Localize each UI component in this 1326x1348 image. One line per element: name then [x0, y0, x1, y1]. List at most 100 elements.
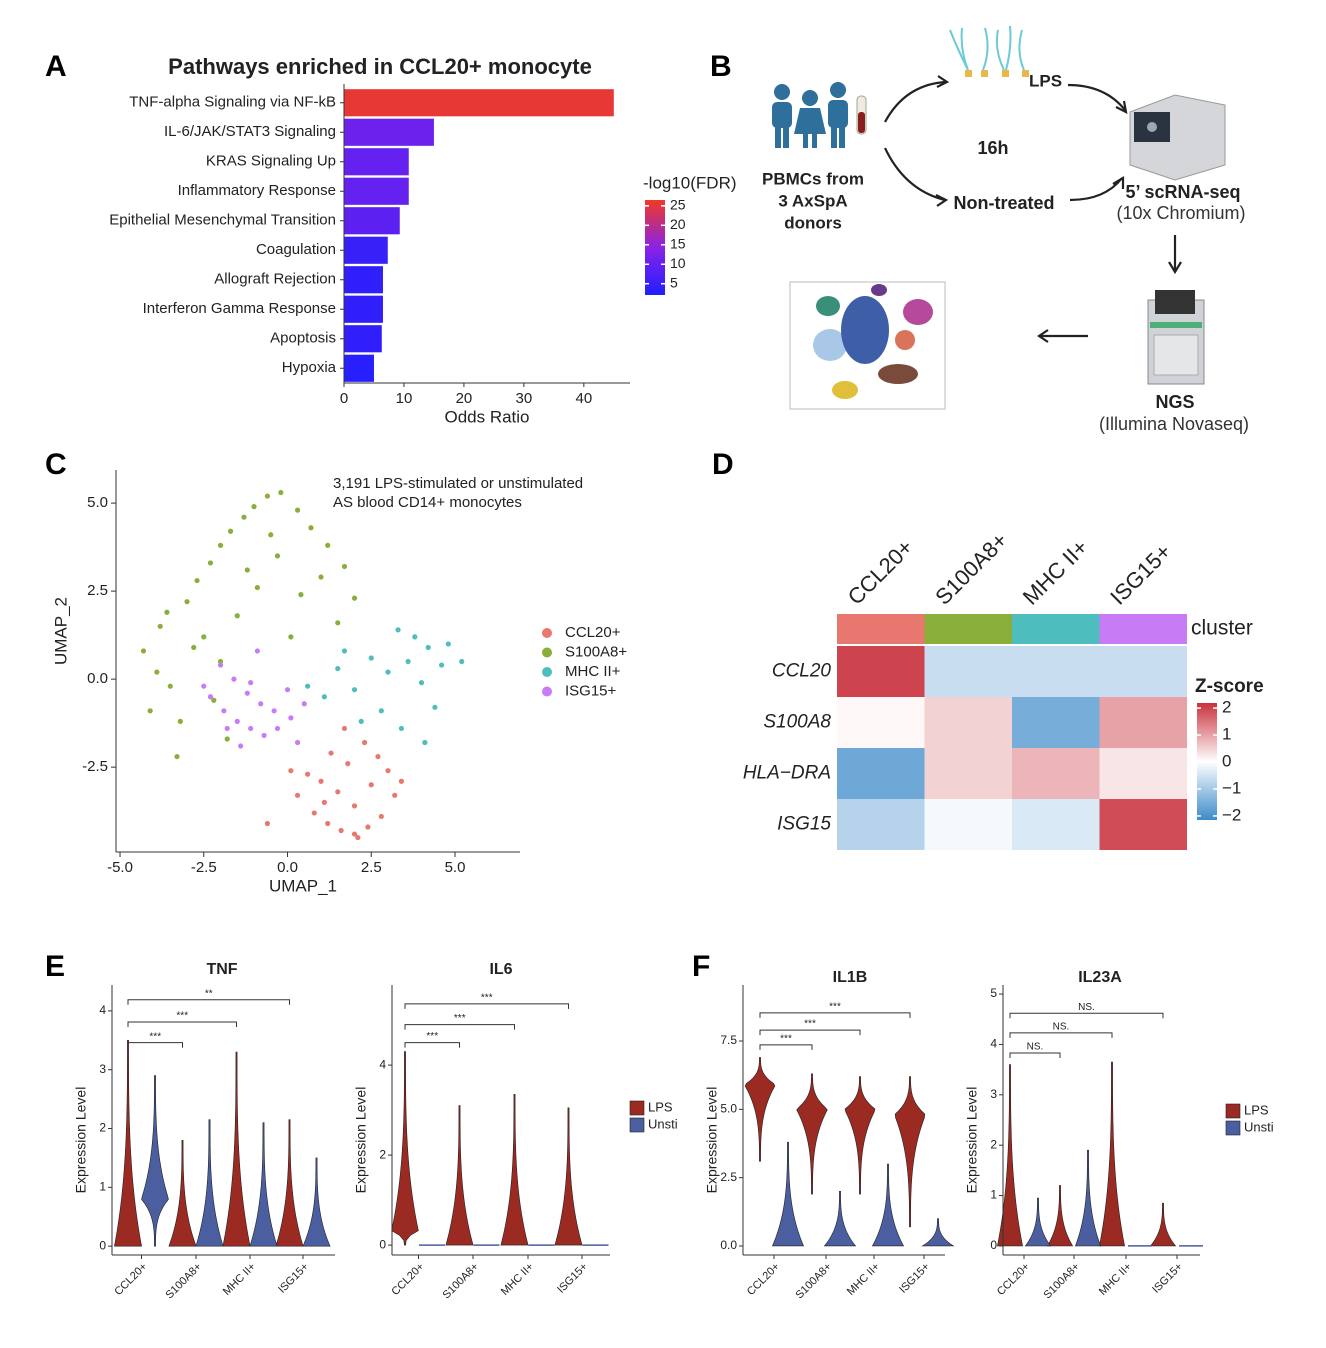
x-tick-label: MHC II+	[499, 1261, 536, 1298]
x-tick-label: 10	[396, 390, 413, 407]
violin	[275, 1119, 304, 1247]
point	[351, 687, 358, 693]
point	[351, 803, 358, 809]
point	[432, 704, 438, 710]
violin	[141, 1075, 169, 1247]
point	[422, 739, 428, 746]
point	[244, 690, 250, 696]
y-tick-label: 2	[379, 1147, 386, 1161]
cell	[1099, 646, 1187, 697]
bar	[344, 354, 374, 382]
violin	[500, 1094, 529, 1246]
ngs-icon	[1147, 290, 1205, 385]
point	[274, 725, 281, 732]
legend-swatch	[542, 628, 552, 638]
point	[201, 634, 207, 640]
column-label: MHC II+	[1018, 534, 1093, 609]
point	[164, 609, 170, 615]
point	[211, 697, 217, 703]
point	[147, 708, 153, 714]
bar	[344, 295, 383, 323]
point	[284, 687, 291, 693]
point	[177, 718, 183, 724]
point	[207, 694, 214, 700]
x-tick-label: 0.0	[277, 859, 298, 876]
point	[288, 768, 294, 774]
x-tick-label: 30	[516, 390, 533, 407]
colorbar-tick-label: 1	[1222, 725, 1231, 744]
y-axis-label: Expression Level	[964, 1087, 980, 1194]
y-tick-label: Allograft Rejection	[214, 271, 336, 288]
point	[308, 525, 314, 531]
x-tick-label: ISG15+	[555, 1261, 590, 1296]
legend-swatch	[1225, 1120, 1241, 1136]
column-label: CCL20+	[843, 534, 918, 609]
point	[234, 718, 240, 724]
y-tick-label: Interferon Gamma Response	[143, 300, 336, 317]
panel-label: F	[692, 950, 710, 983]
y-tick-label: 0	[379, 1237, 386, 1251]
y-tick-label: KRAS Signaling Up	[206, 153, 336, 170]
significance-bracket	[759, 1044, 813, 1050]
significance-label: ***	[481, 993, 493, 1004]
colorbar-tick-label: 5	[670, 274, 678, 290]
x-tick-label: S100A8+	[440, 1261, 481, 1302]
x-tick-label: CCL20+	[745, 1261, 782, 1298]
point	[328, 750, 334, 756]
x-tick-label: 2.5	[361, 859, 382, 876]
violin	[997, 1064, 1023, 1247]
legend-swatch	[629, 1100, 645, 1116]
blood	[858, 112, 865, 133]
x-axis-label: UMAP_1	[269, 876, 337, 895]
point	[318, 778, 324, 784]
point	[231, 676, 237, 682]
point	[335, 789, 341, 795]
donor-icons	[772, 82, 848, 148]
bar	[344, 118, 434, 146]
significance-label: NS.	[1053, 1021, 1070, 1032]
point	[325, 542, 331, 548]
y-tick-label: 0	[990, 1238, 997, 1252]
y-tick-label: 2	[990, 1137, 997, 1151]
y-tick-label: IL-6/JAK/STAT3 Signaling	[164, 123, 336, 140]
point	[338, 827, 344, 834]
x-tick-label: 5.0	[445, 859, 466, 876]
y-tick-label: 4	[990, 1037, 997, 1051]
point	[157, 623, 163, 629]
significance-label: ***	[829, 1002, 841, 1013]
point	[154, 669, 160, 675]
y-tick-label: Epithelial Mesenchymal Transition	[109, 212, 336, 229]
cluster-band	[1099, 614, 1187, 644]
significance-label: NS.	[1078, 1002, 1095, 1013]
violin	[894, 1076, 926, 1228]
point	[351, 595, 358, 601]
diagram-text: (10x Chromium)	[1116, 203, 1245, 223]
x-tick-label: MHC II+	[221, 1261, 258, 1298]
point	[305, 683, 311, 689]
point	[365, 824, 371, 830]
point	[234, 613, 240, 619]
cell	[924, 646, 1012, 697]
point	[201, 683, 207, 689]
violin	[168, 1139, 197, 1247]
y-tick-label: 4	[379, 1057, 386, 1071]
legend-label: LPS	[1244, 1102, 1269, 1117]
significance-bracket	[759, 1029, 861, 1036]
annotation: 3,191 LPS-stimulated or unstimulated	[333, 475, 583, 492]
violin	[1074, 1149, 1102, 1247]
point	[217, 542, 224, 548]
chart-title: IL23A	[1078, 969, 1122, 986]
cell	[924, 748, 1012, 799]
legend-label: Unsti	[648, 1116, 678, 1131]
point	[288, 715, 294, 721]
violin	[302, 1157, 331, 1247]
x-tick-label: CCL20+	[995, 1261, 1032, 1298]
bar	[344, 236, 388, 264]
point	[392, 792, 398, 798]
diagram-text: Non-treated	[953, 193, 1054, 213]
point	[258, 701, 264, 707]
y-tick-label: TNF-alpha Signaling via NF-kB	[129, 94, 336, 111]
violin	[844, 1076, 876, 1195]
point	[174, 753, 180, 760]
row-label: HLA−DRA	[743, 763, 831, 784]
